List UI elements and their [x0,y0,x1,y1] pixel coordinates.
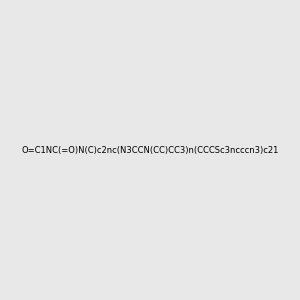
Text: O=C1NC(=O)N(C)c2nc(N3CCN(CC)CC3)n(CCCSc3ncccn3)c21: O=C1NC(=O)N(C)c2nc(N3CCN(CC)CC3)n(CCCSc3… [21,146,279,154]
